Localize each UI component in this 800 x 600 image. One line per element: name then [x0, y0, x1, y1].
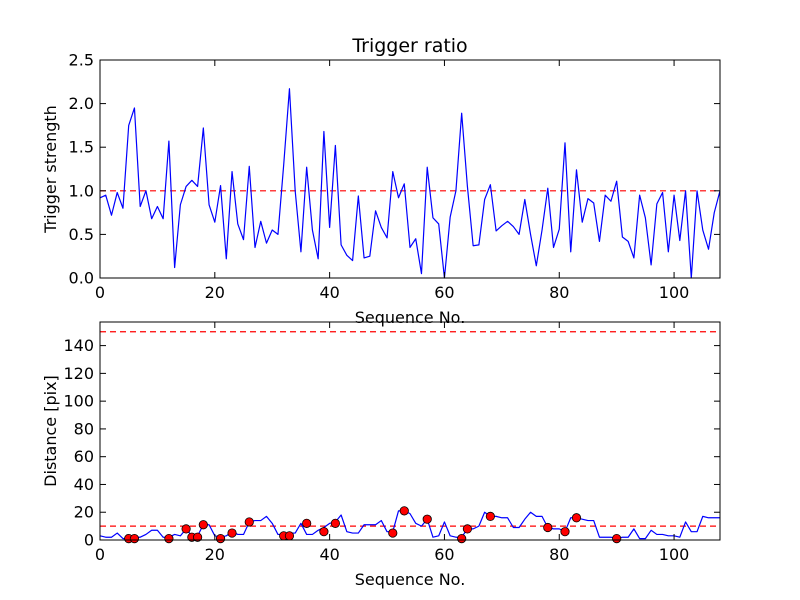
y-tick-label: 0.5 [69, 225, 94, 244]
trigger-point [388, 528, 398, 538]
trigger-point [227, 528, 237, 538]
trigger-point [215, 534, 226, 544]
trigger-point [422, 514, 432, 524]
plot-frame [99, 59, 721, 279]
y-tick-label: 1.5 [69, 138, 94, 157]
trigger-point [302, 518, 312, 528]
y-tick-label: 0 [84, 531, 94, 550]
y-tick-label: 20 [74, 503, 94, 522]
y-tick-label: 2.0 [69, 94, 94, 113]
y-tick-label: 60 [74, 447, 94, 466]
x-tick-label: 0 [95, 545, 105, 564]
y-tick-label: 1.0 [69, 181, 94, 200]
x-tick-label: 40 [319, 545, 339, 564]
x-tick-label: 40 [319, 283, 339, 302]
x-tick-label: 0 [95, 283, 105, 302]
y-tick-label: 80 [74, 419, 94, 438]
y-tick-label: 2.5 [69, 51, 94, 70]
trigger-point [319, 527, 329, 537]
distance-chart: 0 20 40 60 80 100 0 20 40 60 80 100 120 140 Sequence N… [41, 321, 721, 589]
trigger-point [462, 524, 473, 534]
y-axis-label: Trigger strength [41, 105, 60, 234]
x-tick-label: 60 [434, 283, 454, 302]
trigger-point [330, 518, 340, 528]
trigger-point [129, 534, 140, 544]
trigger-point [612, 534, 622, 544]
trigger-point [543, 522, 553, 533]
trigger-point [560, 527, 570, 537]
plot-frame [99, 321, 721, 541]
trigger-point [284, 531, 295, 541]
chart-title: Trigger ratio [351, 35, 467, 57]
y-tick-label: 140 [63, 336, 94, 355]
trigger-point [399, 506, 409, 516]
trigger-point [198, 520, 208, 530]
x-tick-label: 60 [434, 545, 454, 564]
trigger-point [192, 532, 203, 542]
trigger-point [244, 517, 254, 527]
y-tick-label: 0.0 [69, 269, 94, 288]
trigger-point [181, 524, 191, 534]
y-tick-label: 40 [74, 475, 94, 494]
x-tick-label: 20 [205, 545, 225, 564]
trigger-point [571, 513, 582, 523]
x-tick-label: 100 [659, 545, 690, 564]
trigger-point [457, 534, 467, 544]
trigger-point [164, 534, 174, 544]
x-axis-label: Sequence No. [355, 570, 466, 589]
series-line-0 [99, 88, 721, 279]
x-tick-label: 20 [205, 283, 225, 302]
x-tick-label: 100 [659, 283, 690, 302]
trigger-ratio-chart: 0 20 40 60 80 100 0.0 0.5 1.0 1.5 2.0 2.5 Sequence N… [41, 35, 721, 327]
x-axis-label: Sequence No. [355, 308, 466, 327]
y-tick-label: 100 [63, 392, 94, 411]
y-axis-label: Distance [pix] [41, 375, 60, 487]
y-tick-label: 120 [63, 364, 94, 383]
trigger-point [485, 511, 495, 521]
x-tick-label: 80 [549, 545, 569, 564]
x-tick-label: 80 [549, 283, 569, 302]
